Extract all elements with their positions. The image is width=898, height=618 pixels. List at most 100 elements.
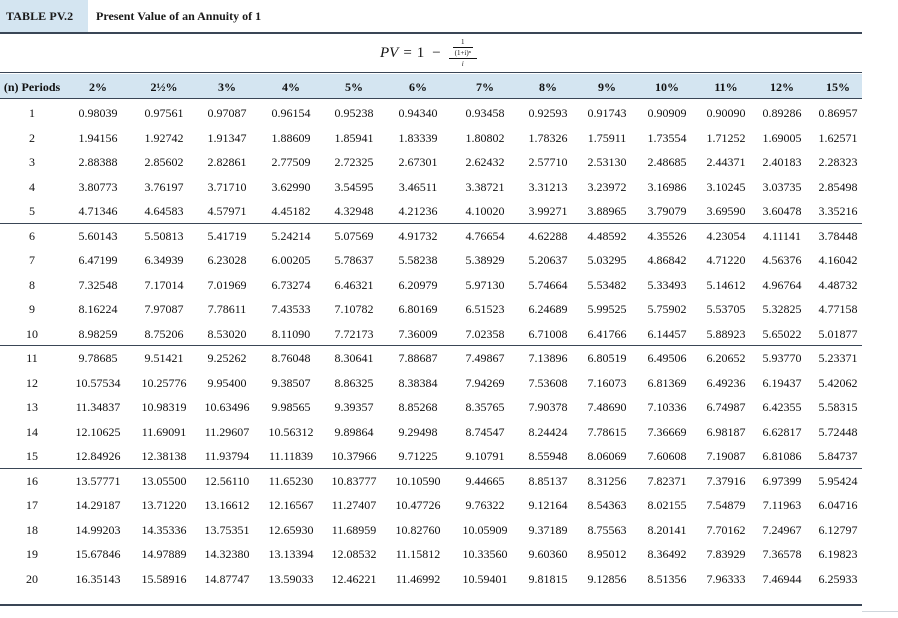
factor-cell: 1.80802 [465, 130, 505, 145]
factor-cell: 12.84926 [75, 449, 121, 463]
factor-cell: 6.74987 [706, 400, 746, 414]
factor-cell: 3.54595 [334, 179, 374, 194]
factor-cell: 7.54879 [706, 498, 746, 512]
factor-cell: 9.60360 [528, 547, 568, 561]
formula-divider [0, 72, 862, 73]
rate-header: 5% [345, 80, 363, 94]
factor-cell: 5.53705 [706, 302, 746, 316]
factor-cell: 6.19437 [762, 375, 802, 390]
factor-cell: 7.36009 [398, 326, 438, 341]
factor-cell: 6.00205 [271, 253, 311, 267]
factor-cell: 2.28323 [818, 155, 858, 169]
factor-cell: 6.81086 [762, 449, 802, 463]
factor-cell: 5.14612 [706, 277, 746, 292]
factor-cell: 4.10020 [465, 204, 505, 218]
factor-cell: 5.41719 [207, 228, 247, 243]
period-cell: 15 [26, 449, 38, 463]
rate-header: 8% [539, 80, 557, 94]
factor-cell: 1.91347 [207, 130, 247, 145]
factor-cell: 7.88687 [398, 351, 438, 365]
factor-cell: 1.62571 [818, 130, 858, 145]
factor-cell: 7.78615 [587, 424, 627, 439]
period-cell: 10 [26, 326, 38, 341]
factor-cell: 6.71008 [528, 326, 568, 341]
factor-cell: 5.03295 [587, 253, 627, 267]
factor-cell: 3.71710 [207, 179, 247, 194]
factor-cell: 2.44371 [706, 155, 746, 169]
factor-cell: 0.90909 [647, 106, 687, 120]
period-cell: 3 [29, 155, 35, 169]
factor-cell: 2.88388 [78, 155, 118, 169]
factor-cell: 4.16042 [818, 253, 858, 267]
period-cell: 2 [29, 130, 35, 145]
period-cell: 9 [29, 302, 35, 316]
factor-cell: 0.90090 [706, 106, 746, 120]
factor-cell: 7.60608 [647, 449, 687, 463]
factor-cell: 5.74664 [528, 277, 568, 292]
factor-cell: 5.78637 [334, 253, 374, 267]
factor-cell: 7.02358 [465, 326, 505, 341]
factor-cell: 7.46944 [762, 571, 802, 586]
factor-cell: 8.98259 [78, 326, 118, 341]
formula-denominator: i [461, 60, 464, 68]
factor-cell: 11.93794 [204, 449, 250, 463]
period-cell: 19 [26, 547, 38, 561]
factor-cell: 7.32548 [78, 277, 118, 292]
factor-cell: 11.11839 [268, 449, 314, 463]
formula-minus: − [432, 44, 441, 61]
factor-cell: 9.10791 [465, 449, 505, 463]
factor-cell: 5.97130 [465, 277, 505, 292]
factor-cell: 6.73274 [271, 277, 311, 292]
factor-cell: 12.10625 [75, 424, 121, 439]
factor-cell: 6.80519 [587, 351, 627, 365]
rate-header: 6% [409, 80, 427, 94]
factor-cell: 2.53130 [587, 155, 627, 169]
factor-cell: 9.89864 [334, 424, 374, 439]
period-cell: 12 [26, 375, 38, 390]
factor-cell: 1.85941 [334, 130, 374, 145]
factor-cell: 10.10590 [395, 473, 441, 488]
factor-cell: 7.78611 [207, 302, 247, 316]
factor-cell: 3.38721 [465, 179, 505, 194]
factor-cell: 8.86325 [334, 375, 374, 390]
factor-cell: 6.46321 [334, 277, 374, 292]
factor-cell: 7.43533 [271, 302, 311, 316]
period-cell: 14 [26, 424, 38, 439]
factor-cell: 8.16224 [78, 302, 118, 316]
factor-cell: 3.79079 [647, 204, 687, 218]
factor-cell: 5.20637 [528, 253, 568, 267]
factor-cell: 6.20652 [706, 351, 746, 365]
factor-cell: 5.42062 [818, 375, 858, 390]
factor-cell: 9.12856 [587, 571, 627, 586]
factor-cell: 7.48690 [587, 400, 627, 414]
factor-cell: 3.23972 [587, 179, 627, 194]
factor-cell: 3.35216 [818, 204, 858, 218]
factor-cell: 6.98187 [706, 424, 746, 439]
factor-cell: 13.59033 [268, 571, 314, 586]
factor-cell: 10.98319 [141, 400, 187, 414]
factor-cell: 8.35765 [465, 400, 505, 414]
factor-cell: 1.83339 [398, 130, 438, 145]
periods-column-header: (n) Periods [3, 80, 61, 94]
factor-cell: 9.51421 [144, 351, 184, 365]
header-divider [0, 98, 862, 99]
pv-formula: PV = 1 − 1 (1+i)ⁿ i [380, 38, 477, 68]
factor-cell: 14.97889 [141, 547, 187, 561]
period-cell: 16 [26, 473, 38, 488]
factor-cell: 5.23371 [818, 351, 858, 365]
rate-header: 12% [770, 80, 794, 94]
factor-cell: 2.40183 [762, 155, 802, 169]
factor-cell: 0.94340 [398, 106, 438, 120]
factor-cell: 7.53608 [528, 375, 568, 390]
factor-cell: 6.42355 [762, 400, 802, 414]
factor-cell: 5.93770 [762, 351, 802, 365]
factor-cell: 12.16567 [268, 498, 314, 512]
factor-cell: 6.19823 [818, 547, 858, 561]
factor-cell: 13.16612 [204, 498, 250, 512]
table-number-label: TABLE PV.2 [0, 0, 88, 32]
factor-cell: 5.50813 [144, 228, 184, 243]
factor-cell: 4.71220 [706, 253, 746, 267]
factor-cell: 12.38138 [141, 449, 187, 463]
factor-cell: 7.11963 [762, 498, 802, 512]
factor-cell: 1.94156 [78, 130, 118, 145]
